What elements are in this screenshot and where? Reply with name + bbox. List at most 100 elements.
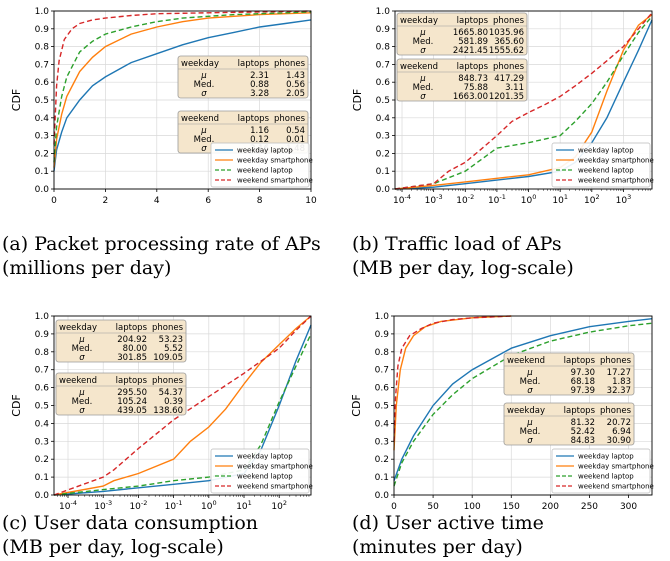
y-tick-label: 0.3 (35, 437, 49, 447)
stats-row-label: Med. (520, 377, 541, 387)
y-tick-label: 0.2 (35, 149, 49, 159)
stats-header: laptops (238, 114, 270, 124)
panel-b: 0.0 0.1 0.2 0.3 0.4 0.5 0.6 0.7 0.8 0.9 1.0 10-4 10-… (351, 7, 654, 279)
panel-d: 0.0 0.1 0.2 0.3 0.4 0.5 0.6 0.7 0.8 0.9 1.0 0 50 100 1… (350, 312, 654, 558)
stats-value: 1.16 (250, 126, 269, 136)
y-tick-label: 0.6 (35, 78, 50, 88)
legend-entry: weekday smartphone (578, 463, 654, 471)
y-tick-label: 0.2 (376, 149, 390, 159)
y-tick-label: 1.0 (35, 7, 50, 17)
stats-table-box (177, 55, 309, 99)
stats-header: laptops (564, 356, 596, 366)
legend-entry: weekend smartphone (578, 483, 654, 491)
stats-value: 204.92 (117, 335, 147, 345)
y-tick-label: 0.0 (375, 491, 390, 501)
y-tick-label: 0.0 (35, 185, 50, 195)
panel-caption: (c) User data consumption (2, 512, 258, 534)
legend-entry: weekend smartphone (237, 483, 313, 491)
stats-header: laptops (457, 62, 489, 72)
stats-value: 32.37 (607, 386, 631, 396)
y-tick-label: 0.5 (376, 96, 390, 106)
y-tick-label: 0.2 (35, 455, 49, 465)
stats-value: 3.28 (250, 89, 269, 99)
stats-row-label: μ (419, 74, 426, 84)
stats-header: phones (600, 356, 632, 366)
x-tick-label: 100 (201, 499, 217, 512)
stats-row-label: σ (420, 92, 426, 102)
series-line-weekend-laptop (394, 15, 653, 190)
y-tick-label: 0.5 (35, 402, 49, 412)
x-tick-label: 101 (236, 499, 252, 512)
stats-value: 81.32 (571, 418, 595, 428)
x-tick-label: 102 (584, 193, 600, 206)
stats-table-weekday: weekday laptops phones μ 204.92 53.23 Med. 80.0… (55, 319, 187, 363)
y-tick-label: 0.8 (35, 43, 50, 53)
y-tick-label: 0.7 (35, 60, 49, 70)
stats-row-label: μ (526, 418, 533, 428)
stats-row-label: σ (527, 386, 533, 396)
y-tick-label: 0.6 (375, 384, 390, 394)
stats-header: phones (493, 16, 525, 26)
stats-value: 68.18 (571, 377, 595, 387)
y-tick-label: 0.4 (35, 419, 50, 429)
x-tick-label: 50 (427, 502, 439, 512)
legend-entry: weekend laptop (578, 473, 634, 481)
stats-value: 54.37 (159, 388, 183, 398)
panel-caption: (minutes per day) (352, 536, 523, 558)
stats-table-weekend: weekend laptops phones μ 97.30 17.27 Med. 68.18… (503, 352, 635, 396)
x-tick-label: 250 (581, 502, 598, 512)
stats-header: laptops (116, 376, 148, 386)
legend-entry: weekend smartphone (237, 177, 313, 185)
x-tick-label: 0 (391, 502, 397, 512)
x-tick-label: 100 (521, 193, 537, 206)
x-tick-label: 10-4 (59, 499, 77, 512)
series-line-weekend-laptop (53, 11, 312, 163)
y-tick-label: 0.3 (376, 132, 390, 142)
stats-value: 439.05 (117, 406, 147, 416)
stats-value: 0.12 (250, 135, 269, 145)
panel-caption: (a) Packet processing rate of APs (2, 233, 321, 255)
y-tick-label: 0.6 (35, 384, 50, 394)
stats-value: 0.39 (164, 397, 183, 407)
stats-table-weekday: weekday laptops phones μ 81.32 20.72 Med. 52.42… (503, 402, 635, 446)
stats-row-label: Med. (194, 135, 215, 145)
x-tick-label: 0 (51, 196, 57, 206)
x-tick-label: 100 (464, 502, 481, 512)
series-line-weekend-laptop (393, 322, 653, 487)
stats-table-weekday: weekday laptops phones μ 2.31 1.43 Med. 0.88 0.5… (177, 55, 309, 99)
y-axis-label: CDF (350, 394, 363, 416)
stats-value: 80.00 (123, 344, 147, 354)
series-line-weekday-smartphone (53, 315, 312, 496)
legend-box (210, 448, 310, 494)
stats-table-weekend: weekend laptops phones μ 295.50 54.37 Med. 105.… (55, 372, 187, 416)
stats-value: 1.83 (612, 377, 631, 387)
series-line-weekday-laptop (53, 19, 312, 172)
series-line-weekend-smartphone (53, 315, 312, 496)
stats-header: phones (152, 376, 184, 386)
y-tick-label: 0.8 (376, 43, 391, 53)
x-tick-label: 101 (552, 193, 568, 206)
stats-value: 109.05 (153, 353, 183, 363)
legend-entry: weekend laptop (237, 167, 293, 175)
stats-table-box (55, 319, 187, 363)
legend-entry: weekday laptop (578, 147, 634, 155)
stats-value: 3.11 (505, 83, 524, 93)
stats-row-label: σ (79, 406, 85, 416)
stats-table-weekend: weekend laptops phones μ 848.73 417.29 Med. 75.… (396, 58, 528, 102)
stats-row-label: Med. (194, 80, 215, 90)
series-line-weekend-smartphone (53, 10, 312, 145)
y-tick-label: 0.1 (35, 167, 49, 177)
x-tick-label: 10-2 (456, 193, 474, 206)
stats-header: weekend (507, 356, 545, 366)
x-tick-label: 102 (271, 499, 287, 512)
legend: weekday laptop weekday smartphone weekend … (551, 142, 654, 188)
y-tick-label: 0.7 (35, 366, 49, 376)
legend-entry: weekday smartphone (237, 157, 313, 165)
panel-a: 0.0 0.1 0.2 0.3 0.4 0.5 0.6 0.7 0.8 0.9 1.0 0 2 4 6 8 10… (2, 7, 321, 279)
legend-box (551, 448, 651, 494)
stats-value: 1555.62 (489, 46, 524, 56)
x-tick-label: 4 (154, 196, 160, 206)
x-tick-label: 200 (542, 502, 559, 512)
stats-table-box (503, 352, 635, 396)
